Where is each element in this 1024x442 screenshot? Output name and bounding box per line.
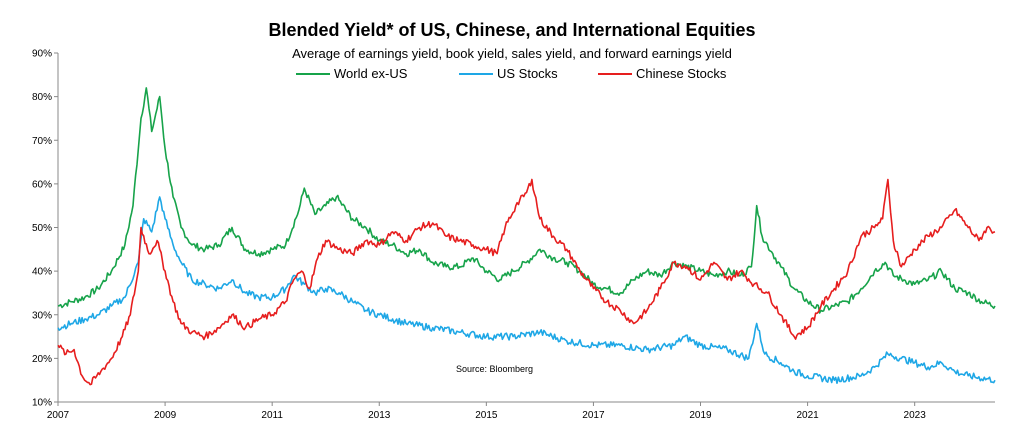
legend-item-world-ex-us: World ex-US xyxy=(296,66,407,81)
y-tick-label: 20% xyxy=(32,354,52,365)
x-tick-label: 2021 xyxy=(796,410,819,421)
chart-title: Blended Yield* of US, Chinese, and Inter… xyxy=(268,20,756,40)
x-tick-label: 2019 xyxy=(689,410,712,421)
y-tick-label: 70% xyxy=(32,136,52,147)
legend-label-chinese-stocks: Chinese Stocks xyxy=(636,66,727,81)
series-line-chinese-stocks xyxy=(57,178,996,386)
legend-swatch-world-ex-us xyxy=(296,72,330,75)
y-tick-label: 80% xyxy=(32,92,52,103)
series-line-world-ex-us xyxy=(57,87,996,314)
legend: World ex-US US Stocks Chinese Stocks xyxy=(0,66,1024,84)
x-tick-label: 2007 xyxy=(47,410,70,421)
x-tick-label: 2011 xyxy=(261,410,283,421)
series-line-us-stocks xyxy=(57,196,996,385)
x-tick-label: 2023 xyxy=(904,410,927,421)
x-tick-label: 2009 xyxy=(154,410,177,421)
legend-swatch-chinese-stocks xyxy=(598,72,632,75)
y-tick-label: 60% xyxy=(32,179,52,190)
x-tick-label: 2017 xyxy=(582,410,605,421)
legend-item-chinese-stocks: Chinese Stocks xyxy=(598,66,726,81)
y-tick-label: 30% xyxy=(32,310,52,321)
y-tick-label: 50% xyxy=(32,223,52,234)
y-tick-label: 10% xyxy=(32,398,52,409)
chart-subtitle: Average of earnings yield, book yield, s… xyxy=(292,46,732,61)
legend-swatch-us-stocks xyxy=(459,72,493,75)
source-annotation: Source: Bloomberg xyxy=(456,364,533,374)
legend-label-world-ex-us: World ex-US xyxy=(334,66,408,81)
x-tick-label: 2015 xyxy=(475,410,498,421)
y-tick-label: 90% xyxy=(32,49,52,60)
x-tick-label: 2013 xyxy=(368,410,391,421)
legend-item-us-stocks: US Stocks xyxy=(459,66,558,81)
y-tick-label: 40% xyxy=(32,267,52,278)
legend-label-us-stocks: US Stocks xyxy=(497,66,558,81)
